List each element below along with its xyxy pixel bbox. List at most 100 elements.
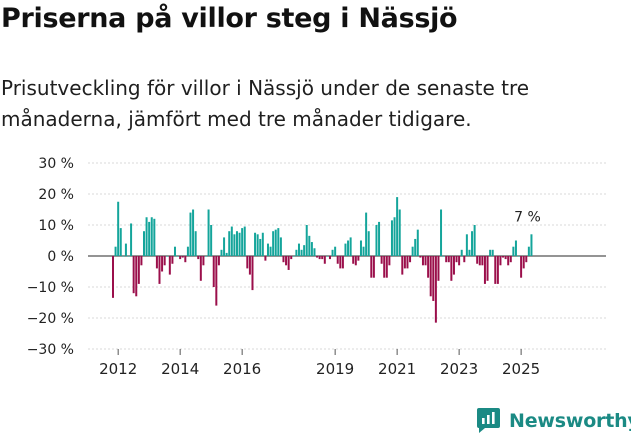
x-tick-label: 2023 bbox=[440, 360, 478, 378]
chart-bar bbox=[179, 256, 182, 260]
chart-bar bbox=[217, 256, 220, 266]
chart-bar bbox=[512, 246, 515, 256]
chart-bar bbox=[347, 240, 350, 256]
chart-bar bbox=[452, 256, 455, 275]
chart-bar bbox=[230, 226, 233, 256]
chart-bar bbox=[184, 256, 187, 263]
chart-bar bbox=[225, 252, 228, 256]
chart-bar bbox=[465, 234, 468, 256]
chart-bar bbox=[393, 217, 396, 256]
chart-bar bbox=[419, 256, 422, 258]
chart-bar bbox=[442, 256, 445, 257]
chart-bar bbox=[336, 256, 339, 264]
chart-bar bbox=[378, 221, 381, 256]
chart-bar bbox=[251, 256, 254, 291]
chart-bar bbox=[517, 256, 520, 257]
chart-bar bbox=[321, 256, 324, 260]
chart-bar bbox=[223, 237, 226, 256]
brand-logo: Newsworthy bbox=[476, 407, 631, 434]
chart-bar bbox=[297, 243, 300, 256]
chart-bar bbox=[181, 256, 184, 258]
chart-bar bbox=[344, 243, 347, 256]
chart-bar bbox=[161, 256, 164, 272]
chart-bar bbox=[416, 229, 419, 256]
chart-bar bbox=[502, 256, 505, 258]
chart-bar bbox=[168, 256, 171, 275]
chart-bar bbox=[140, 256, 143, 266]
chart-bar bbox=[396, 197, 399, 256]
chart-bar bbox=[489, 249, 492, 256]
chart-bar bbox=[341, 256, 344, 269]
chart-bar bbox=[504, 256, 507, 260]
chart-bar bbox=[354, 256, 357, 266]
chart-bar bbox=[527, 246, 530, 256]
chart-bar bbox=[148, 221, 151, 256]
chart-bar bbox=[310, 242, 313, 256]
chart-bar bbox=[414, 238, 417, 256]
chart-bar bbox=[331, 249, 334, 256]
last-value-label: 7 % bbox=[514, 209, 541, 225]
chart-bar bbox=[295, 249, 298, 256]
chart-bar bbox=[290, 256, 293, 260]
y-tick-label: −10 % bbox=[27, 280, 74, 296]
chart-bar bbox=[241, 228, 244, 256]
chart-bar bbox=[509, 256, 512, 263]
chart-bar bbox=[432, 256, 435, 301]
chart-bar bbox=[277, 228, 280, 256]
chart-bar bbox=[292, 256, 295, 257]
y-tick-label: −20 % bbox=[27, 311, 74, 327]
chart-bar bbox=[166, 256, 169, 257]
chart-bar bbox=[248, 256, 251, 275]
chart-bar bbox=[112, 256, 114, 298]
chart-bar bbox=[499, 256, 502, 266]
chart-bar bbox=[269, 246, 272, 256]
chart-bar bbox=[383, 256, 386, 278]
chart-bar bbox=[385, 256, 388, 278]
chart-bar bbox=[238, 232, 241, 256]
chart-bar bbox=[507, 256, 510, 266]
chart-bar bbox=[478, 256, 481, 266]
chart-bar bbox=[365, 212, 368, 256]
chart-bar bbox=[189, 212, 192, 256]
page-title: Priserna på villor steg i Nässjö bbox=[1, 3, 458, 34]
chart-bar bbox=[274, 229, 277, 256]
chart-bar bbox=[339, 256, 342, 269]
chart-bar bbox=[326, 256, 329, 257]
chart-bar bbox=[486, 256, 489, 281]
chart-bar bbox=[476, 256, 479, 264]
chart-bar bbox=[421, 256, 424, 266]
chart-bar bbox=[287, 256, 290, 270]
chart-bar bbox=[334, 246, 337, 256]
chart-bar bbox=[352, 256, 355, 264]
chart-bar bbox=[155, 256, 158, 269]
chart-bar bbox=[316, 256, 319, 258]
chart-bar bbox=[349, 237, 352, 256]
y-tick-label: 0 % bbox=[47, 249, 74, 265]
chart-bar bbox=[285, 256, 288, 266]
chart-bar bbox=[233, 234, 236, 256]
chart-bar bbox=[411, 246, 414, 256]
chart-bar bbox=[282, 256, 285, 263]
chart-bar bbox=[215, 256, 218, 306]
chart-bar bbox=[481, 256, 484, 266]
chart-bar bbox=[357, 256, 360, 261]
x-tick-label: 2019 bbox=[316, 360, 354, 378]
chart-bar bbox=[210, 225, 213, 256]
chart-bar bbox=[437, 256, 440, 281]
chart-bar bbox=[370, 256, 373, 278]
chart-bar bbox=[303, 245, 306, 256]
chart-bar bbox=[254, 232, 257, 256]
chart-bar bbox=[117, 201, 120, 256]
chart-bar bbox=[132, 256, 135, 294]
x-tick-label: 2021 bbox=[378, 360, 416, 378]
chart-bar bbox=[359, 240, 362, 256]
chart-bar bbox=[424, 256, 427, 266]
chart-bar bbox=[137, 256, 140, 284]
chart-bar bbox=[375, 225, 378, 256]
chart-bar bbox=[496, 256, 499, 284]
chart-bar bbox=[429, 256, 432, 297]
chart-bar bbox=[150, 217, 153, 256]
chart-bar bbox=[305, 225, 308, 256]
y-tick-label: 20 % bbox=[38, 187, 74, 203]
chart-bar bbox=[130, 223, 133, 256]
